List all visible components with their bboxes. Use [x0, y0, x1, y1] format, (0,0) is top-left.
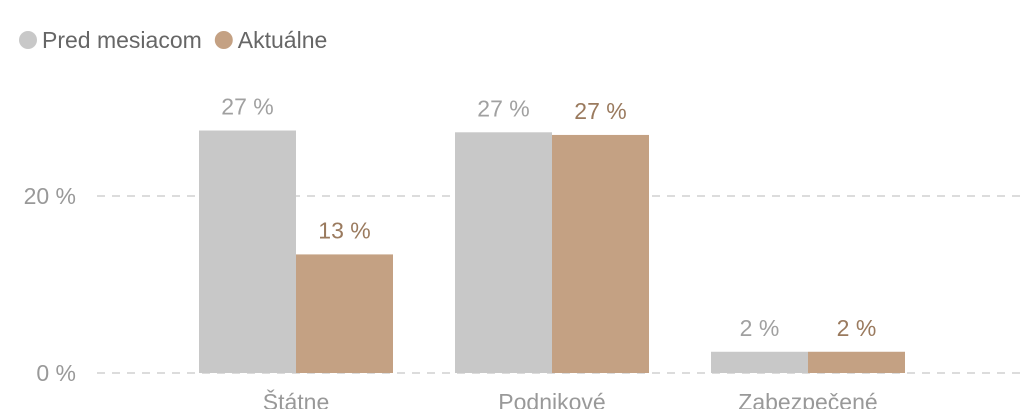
- x-tick-label: Podnikové: [498, 389, 605, 409]
- bar: [199, 130, 296, 373]
- bar: [808, 351, 905, 373]
- y-tick-label: 20 %: [24, 183, 76, 209]
- value-label: 2 %: [740, 315, 780, 341]
- legend-label: Pred mesiacom: [42, 27, 202, 53]
- legend-label: Aktuálne: [238, 27, 328, 53]
- bar: [455, 132, 552, 373]
- x-tick-label: Zabezpečené: [738, 389, 877, 409]
- x-tick-label: Štátne: [263, 388, 330, 409]
- bar: [296, 254, 393, 373]
- value-label: 27 %: [574, 98, 626, 124]
- bar: [552, 134, 649, 373]
- bar: [711, 351, 808, 373]
- value-label: 27 %: [477, 95, 529, 121]
- value-label: 13 %: [318, 217, 370, 243]
- value-label: 2 %: [837, 315, 877, 341]
- y-tick-label: 0 %: [36, 360, 76, 386]
- legend-marker: [19, 31, 37, 49]
- legend-marker: [214, 31, 233, 49]
- value-label: 27 %: [221, 94, 273, 120]
